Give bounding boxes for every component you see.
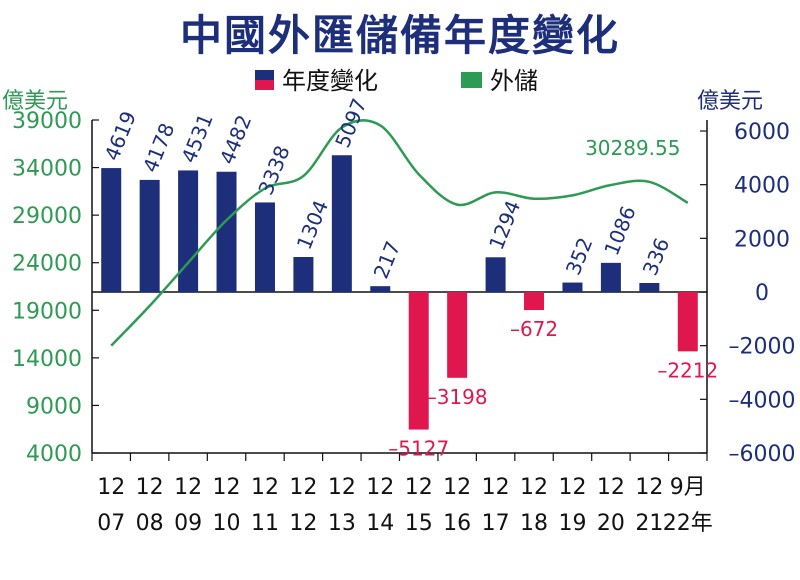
bar-annual-change [447,292,468,378]
bar-annual-change [639,282,660,292]
x-tick-label-top: 12 [520,475,548,500]
x-tick-label-top: 12 [443,475,471,500]
bar-value-label: –3198 [427,385,488,409]
legend-label-reserves: 外儲 [490,67,538,95]
line-reserves [110,119,689,347]
x-tick-label-bottom: 15 [405,511,433,536]
x-tick-label-bottom: 18 [520,511,548,536]
bar-annual-change [562,282,583,292]
x-tick-label-bottom: 12 [289,511,317,536]
bar-value-label: 5097 [330,95,371,151]
chart-title: 中國外匯儲備年度變化 [179,11,620,60]
bar-annual-change [293,257,314,292]
x-tick-label-top: 12 [482,475,510,500]
x-tick-label-top: 12 [635,475,663,500]
left-axis-unit: 億美元 [2,89,68,114]
bar-value-label: 352 [561,234,598,278]
x-tick-label-top: 12 [174,475,202,500]
right-tick-label: 6000 [734,120,790,145]
right-tick-label: 4000 [734,174,790,199]
bar-annual-change [370,286,391,292]
bar-annual-change [216,171,237,292]
x-tick-label-top: 12 [558,475,586,500]
bar-annual-change [600,262,621,292]
x-tick-label-top: 12 [97,475,125,500]
bar-annual-change [331,155,352,292]
bar-value-label: 4531 [176,110,217,166]
bar-value-label: –5127 [388,437,449,461]
bar-value-label: 1304 [292,197,333,253]
x-tick-label-bottom: 22年 [663,511,713,536]
bar-annual-change [485,257,506,292]
bar-annual-change [524,292,545,311]
right-tick-label: –2000 [729,335,796,360]
x-tick-label-top: 12 [136,475,164,500]
x-tick-label-top: 12 [597,475,625,500]
x-tick-label-bottom: 20 [597,511,625,536]
bar-value-label: –672 [510,317,558,341]
x-tick-label-bottom: 07 [97,511,125,536]
bar-annual-change [178,170,199,292]
x-tick-label-bottom: 21 [635,511,663,536]
left-tick-label: 14000 [12,347,82,372]
legend-swatch-annual [255,70,274,80]
right-tick-label: 2000 [734,227,790,252]
x-tick-label-bottom: 11 [251,511,279,536]
x-tick-label-bottom: 09 [174,511,202,536]
x-tick-label-bottom: 10 [213,511,241,536]
bar-annual-change [101,168,122,292]
left-tick-label: 9000 [26,394,82,419]
x-tick-label-top: 12 [328,475,356,500]
bar-value-label: 217 [369,238,406,282]
right-tick-label: 0 [755,281,769,306]
right-tick-label: –4000 [729,388,796,413]
bar-value-label: –2212 [657,358,718,382]
bar-annual-change [408,292,429,430]
left-tick-label: 39000 [12,109,82,134]
reserves-end-label: 30289.55 [585,136,680,160]
left-tick-label: 34000 [12,157,82,182]
x-tick-label-top: 12 [405,475,433,500]
x-tick-label-top: 9月 [670,475,706,500]
bar-value-label: 1294 [484,197,525,253]
bar-value-label: 4178 [138,120,179,176]
x-tick-label-bottom: 16 [443,511,471,536]
x-tick-label-bottom: 13 [328,511,356,536]
x-tick-label-bottom: 14 [366,511,394,536]
legend-swatch-annual-neg [255,80,274,90]
legend-label-annual: 年度變化 [282,67,378,95]
x-tick-label-top: 12 [289,475,317,500]
bar-annual-change [254,202,275,292]
right-axis-unit: 億美元 [697,89,763,114]
left-tick-label: 24000 [12,252,82,277]
bar-value-label: 3338 [253,142,294,198]
left-tick-label: 19000 [12,299,82,324]
x-tick-label-top: 12 [366,475,394,500]
left-tick-label: 4000 [26,442,82,467]
x-tick-label-bottom: 08 [136,511,164,536]
bar-value-label: 1086 [599,203,640,259]
bar-value-label: 336 [638,234,675,278]
left-tick-label: 29000 [12,204,82,229]
x-tick-label-top: 12 [251,475,279,500]
legend-swatch-reserves [461,72,482,88]
bar-annual-change [139,179,160,292]
x-tick-label-top: 12 [213,475,241,500]
right-tick-label: –6000 [729,442,796,467]
x-tick-label-bottom: 19 [558,511,586,536]
bar-value-label: 4619 [100,108,141,164]
bar-annual-change [677,292,698,352]
bar-value-label: 4482 [215,111,256,167]
x-tick-label-bottom: 17 [482,511,510,536]
